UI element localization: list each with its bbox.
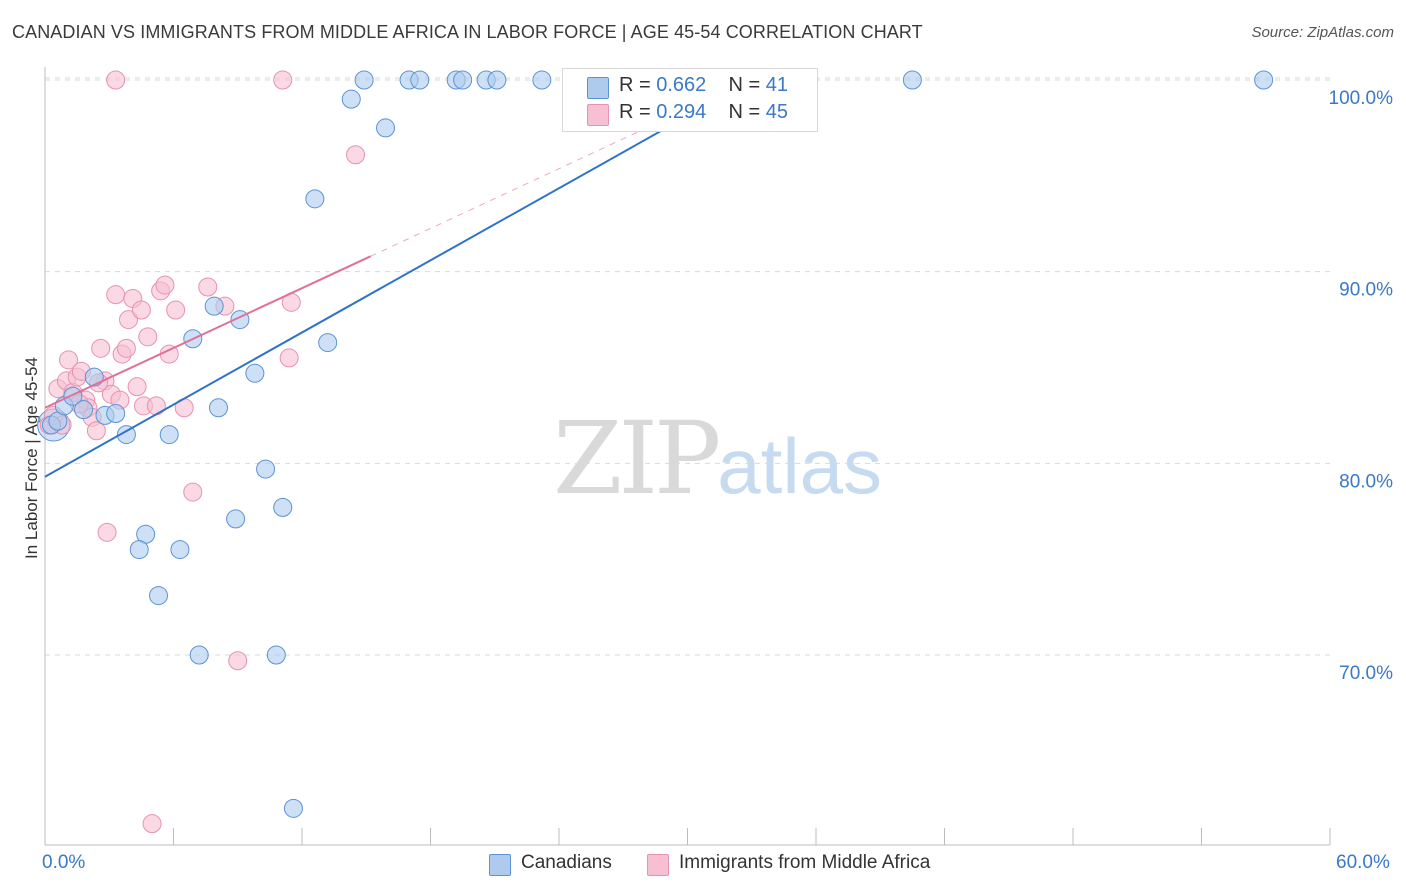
canadian-point — [226, 509, 246, 529]
canadian-point — [266, 645, 286, 665]
legend-row-canadians: R = 0.662 N = 41 — [563, 74, 817, 100]
canadian-point — [116, 425, 136, 445]
legend-n-label: N = — [728, 74, 761, 96]
middle-africa-point — [228, 651, 248, 671]
legend-r-value-middle-africa: 0.294 — [656, 101, 707, 123]
legend-swatch-middle-africa — [647, 854, 669, 876]
legend-swatch-canadians — [587, 77, 609, 99]
canadian-point — [273, 497, 293, 517]
middle-africa-point — [273, 70, 293, 90]
canadian-point — [106, 404, 126, 423]
canadian-point — [341, 89, 361, 109]
legend-n-value-middle-africa: 45 — [765, 101, 789, 123]
canadian-point — [283, 798, 303, 818]
legend-swatch-canadians — [489, 854, 511, 876]
legend-label-canadians: Canadians — [521, 852, 612, 873]
x-tick-label-min: 0.0% — [42, 852, 86, 873]
middle-africa-point — [183, 482, 203, 502]
canadian-point — [129, 540, 149, 560]
middle-africa-point — [97, 522, 117, 542]
canadian-point — [84, 367, 104, 387]
middle-africa-point — [155, 275, 175, 295]
middle-africa-point — [146, 396, 166, 416]
legend-text-middle-africa: R = 0.294 N = 45 — [619, 101, 788, 124]
legend-swatch-middle-africa — [587, 104, 609, 126]
canadian-point — [453, 70, 473, 90]
middle-africa-point — [142, 814, 162, 834]
middle-africa-point — [138, 327, 158, 347]
canadian-point — [170, 540, 190, 560]
middle-africa-point — [106, 70, 126, 90]
canadian-point — [208, 398, 228, 418]
middle-africa-point — [198, 277, 218, 297]
middle-africa-point — [86, 421, 106, 441]
canadian-point — [305, 189, 325, 209]
canadian-point — [410, 70, 430, 90]
middle-africa-point — [346, 145, 366, 165]
canadian-point — [1254, 70, 1274, 90]
canadian-point — [902, 70, 922, 90]
middle-africa-point — [91, 338, 111, 358]
middle-africa-trend-line — [44, 255, 371, 409]
canadians-trend-line — [44, 79, 753, 478]
canadian-point — [204, 296, 224, 316]
watermark-zip: ZIP — [553, 400, 721, 517]
legend-r-label: R = — [619, 101, 651, 123]
legend-label-middle-africa: Immigrants from Middle Africa — [679, 852, 931, 873]
canadian-point — [74, 400, 94, 420]
middle-africa-point — [166, 300, 186, 320]
source-credit: Source: ZipAtlas.com — [1251, 24, 1394, 41]
canadian-point — [149, 586, 169, 606]
canadian-point — [245, 363, 265, 383]
canadian-point — [256, 459, 276, 479]
legend-text-canadians: R = 0.662 N = 41 — [619, 74, 788, 97]
middle-africa-point — [127, 377, 147, 397]
legend-r-value-canadians: 0.662 — [656, 74, 707, 96]
middle-africa-point — [279, 348, 299, 368]
series-legend: Canadians Immigrants from Middle Africa — [0, 852, 1406, 878]
correlation-legend: R = 0.662 N = 41 R = 0.294 N = 45 — [562, 68, 818, 132]
y-tick-label: 80.0% — [1339, 471, 1393, 492]
chart-title: CANADIAN VS IMMIGRANTS FROM MIDDLE AFRIC… — [12, 22, 923, 42]
canadian-point — [532, 70, 552, 90]
y-tick-label: 90.0% — [1339, 280, 1393, 301]
middle-africa-point — [131, 300, 151, 320]
middle-africa-point — [119, 310, 139, 330]
y-tick-label: 70.0% — [1339, 663, 1393, 684]
watermark-atlas: atlas — [717, 422, 883, 510]
canadian-point — [376, 118, 396, 138]
legend-row-middle-africa: R = 0.294 N = 45 — [563, 101, 817, 127]
canadian-point — [318, 333, 338, 353]
legend-r-label: R = — [619, 74, 651, 96]
canadian-point — [189, 645, 209, 665]
y-tick-label: 100.0% — [1329, 88, 1394, 109]
canadian-point — [487, 70, 507, 90]
legend-n-value-canadians: 41 — [765, 74, 789, 96]
canadian-point — [354, 70, 374, 90]
zipatlas-watermark: ZIPatlas — [553, 400, 882, 517]
canadian-point — [159, 425, 179, 445]
middle-africa-point — [116, 338, 136, 358]
legend-n-label: N = — [728, 101, 761, 123]
x-tick-label-max: 60.0% — [1336, 852, 1390, 873]
middle-africa-point — [106, 285, 126, 305]
middle-africa-point — [59, 350, 79, 370]
